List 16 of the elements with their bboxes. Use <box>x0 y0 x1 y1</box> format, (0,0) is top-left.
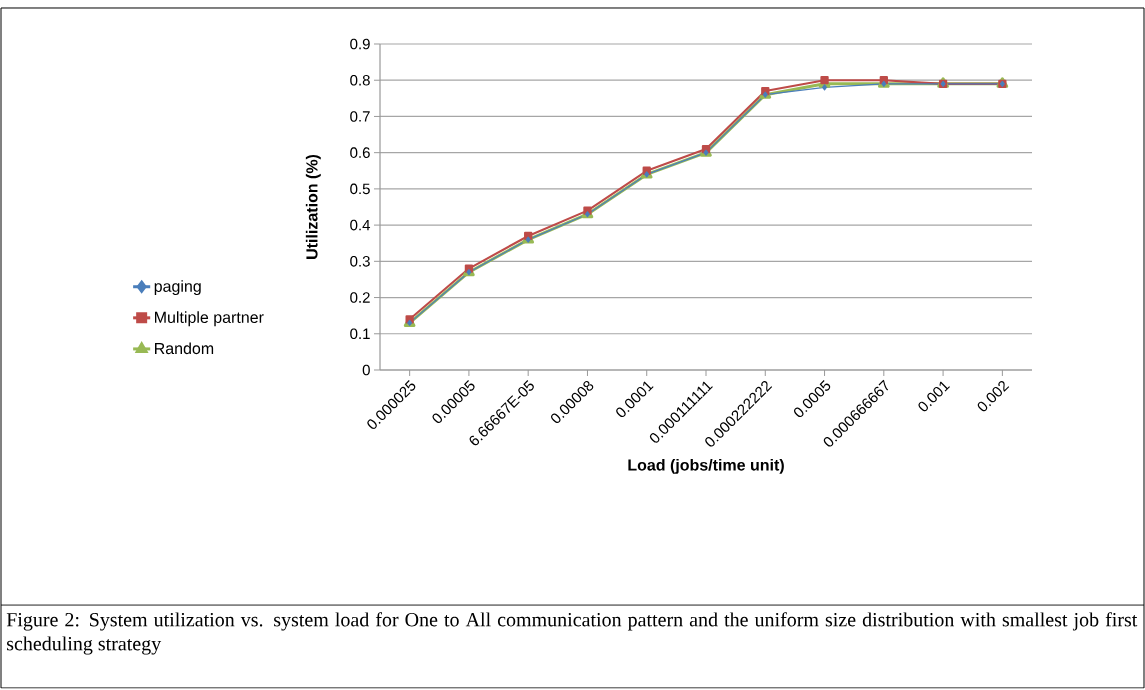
y-tick-label: 0.8 <box>350 74 370 86</box>
y-axis-title: Utilization (%) <box>305 154 321 259</box>
legend-label: paging <box>154 280 201 296</box>
y-tick-label: 0.2 <box>350 292 370 303</box>
y-tick-label: 0.1 <box>350 328 370 340</box>
y-tick-label: 0.9 <box>350 38 370 50</box>
y-tick-label: 0.4 <box>350 219 371 231</box>
x-axis-title: Load (jobs/time unit) <box>628 458 784 474</box>
y-tick-label: 0.5 <box>350 183 370 195</box>
y-tick-label: 0.3 <box>350 256 370 267</box>
y-tick-label: 0.6 <box>350 147 370 158</box>
legend-label: Multiple partner <box>155 311 264 327</box>
caption: Figure 2: System utilization vs. system load for One to All communication pattern and the uniform size distribution with smallest job first scheduling strategy <box>6 612 1138 655</box>
y-tick-label: 0 <box>362 364 370 376</box>
legend-label: Random <box>155 342 214 355</box>
y-tick-label: 0.7 <box>350 111 370 122</box>
